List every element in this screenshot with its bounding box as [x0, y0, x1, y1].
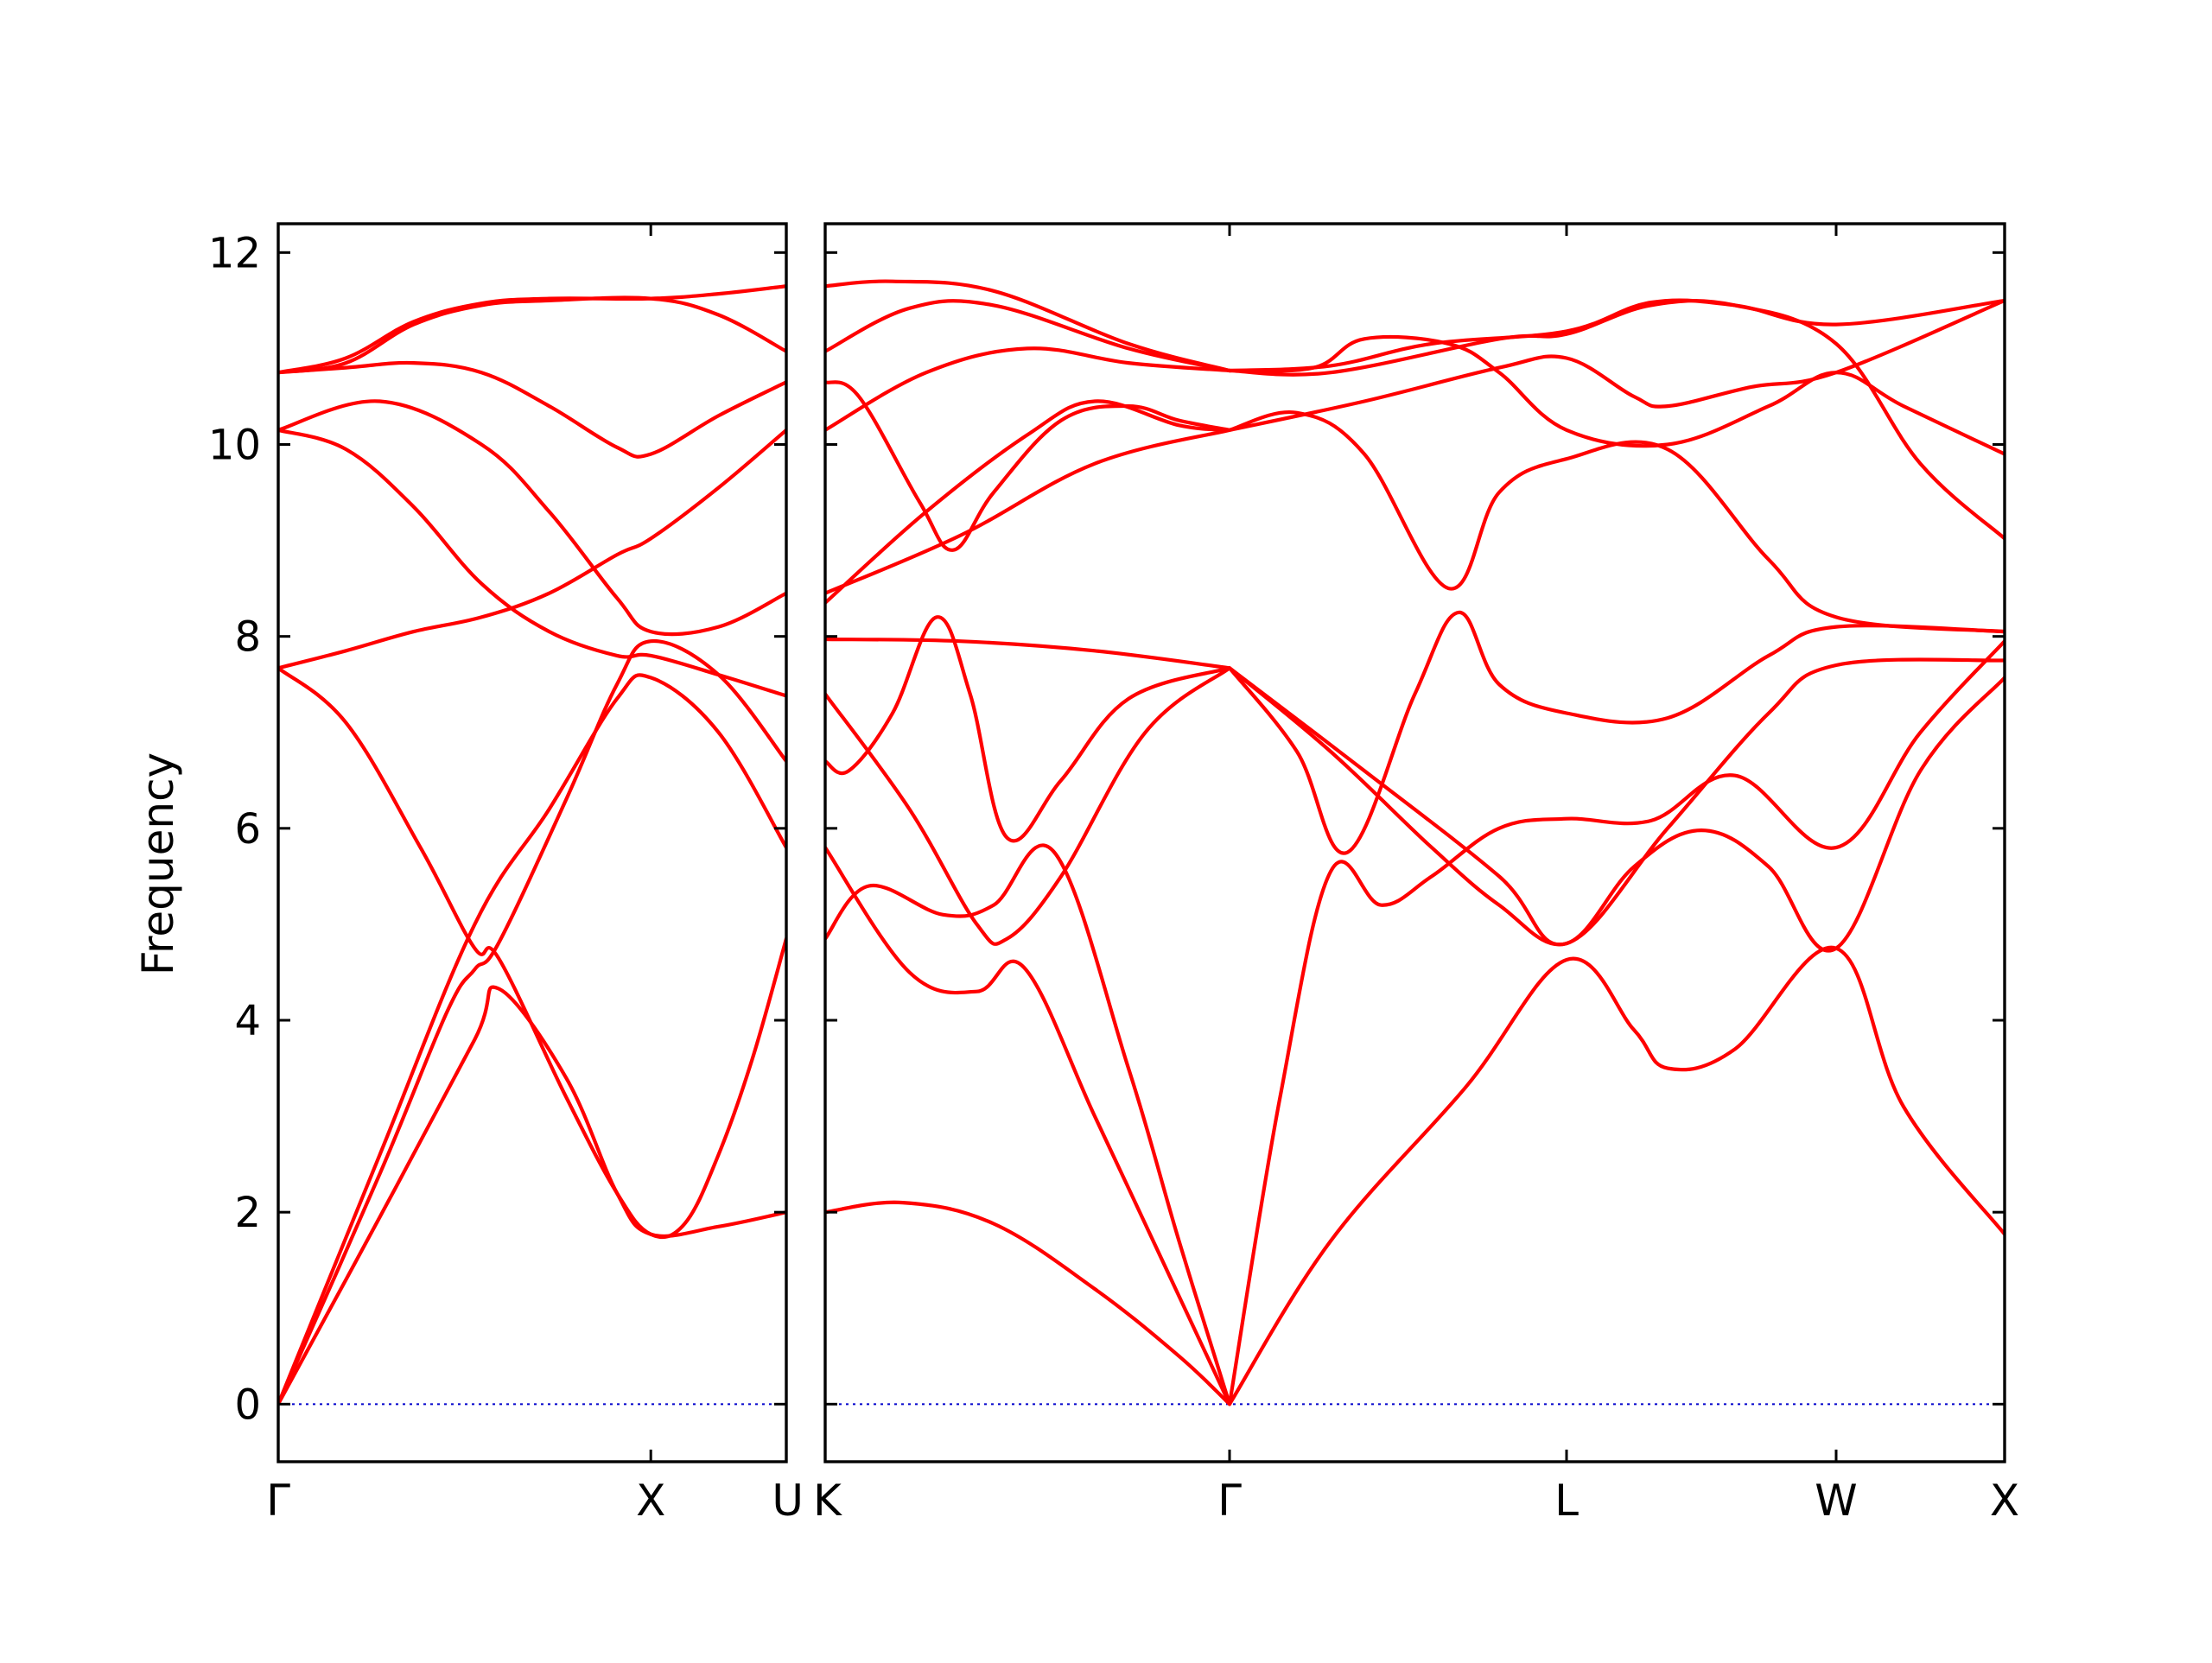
high-symmetry-label: Γ	[266, 1476, 290, 1526]
y-tick-label: 2	[234, 1189, 261, 1237]
band-line-2-21	[1227, 334, 2005, 456]
high-symmetry-label: Γ	[1217, 1476, 1242, 1526]
band-line-1-8	[278, 360, 786, 459]
band-line-2-10	[825, 380, 1232, 552]
y-axis-label: Frequency	[133, 752, 183, 975]
band-line-2-3	[825, 846, 1232, 1406]
band-line-1-9	[278, 295, 786, 375]
band-line-1-5	[278, 428, 786, 670]
high-symmetry-label: X	[1990, 1476, 2019, 1526]
panel-1-bands	[278, 284, 786, 1406]
axes-layer: 0 2 4 6 8 10 12 Γ X U K Γ L W X	[208, 222, 2019, 1526]
y-tick-label: 6	[234, 805, 261, 854]
band-line-2-14	[1227, 639, 2005, 1406]
band-line-2-2	[825, 843, 1232, 1406]
band-line-2-9	[825, 346, 1232, 432]
band-line-1-1	[278, 985, 786, 1406]
band-line-2-6	[825, 637, 1232, 670]
band-line-2-12	[825, 279, 1232, 373]
band-line-2-18	[1227, 409, 2005, 634]
band-line-1-6	[278, 428, 786, 698]
band-line-2-8	[825, 399, 1232, 605]
band-line-2-1	[825, 1200, 1232, 1406]
band-line-1-10	[278, 284, 786, 375]
panel-2-bands	[825, 279, 2005, 1406]
band-line-2-15	[1227, 610, 2005, 855]
band-line-1-3	[278, 639, 786, 1406]
band-line-1-4	[278, 666, 786, 1240]
band-line-2-16	[1227, 666, 2005, 953]
band-line-2-13	[1227, 945, 2005, 1406]
y-tick-label: 10	[208, 421, 261, 469]
band-line-2-22	[1227, 299, 2005, 541]
y-tick-label: 12	[208, 229, 261, 277]
panel-1-frame	[276, 222, 788, 1463]
band-line-1-2	[278, 673, 786, 1406]
high-symmetry-label: W	[1815, 1476, 1857, 1526]
band-line-2-11	[825, 299, 1232, 373]
band-line-2-7	[825, 428, 1232, 595]
high-symmetry-label: L	[1554, 1476, 1579, 1526]
high-symmetry-label: U	[772, 1476, 804, 1526]
band-line-2-20	[1227, 298, 2005, 373]
y-tick-label: 8	[234, 613, 261, 662]
y-tick-label: 4	[234, 997, 261, 1045]
band-line-2-5	[825, 666, 1232, 946]
high-symmetry-label: K	[813, 1476, 842, 1526]
panel-2-frame	[823, 222, 2006, 1463]
bands-layer	[278, 279, 2005, 1406]
band-line-2-17	[1227, 657, 2005, 947]
y-tick-label: 0	[234, 1381, 261, 1429]
high-symmetry-label: X	[636, 1476, 665, 1526]
band-line-1-7	[278, 399, 786, 637]
band-line-2-4	[825, 615, 1232, 843]
